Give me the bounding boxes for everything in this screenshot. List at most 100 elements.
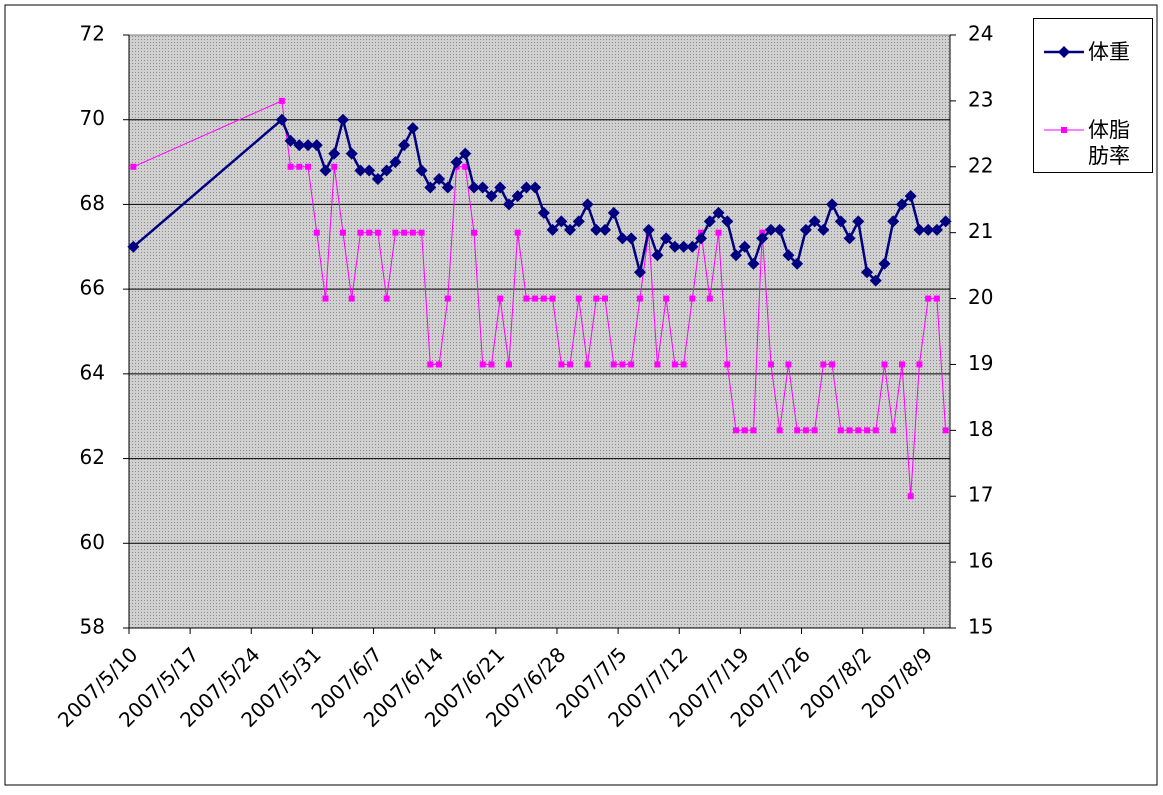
data-point: [354, 164, 367, 177]
data-point: [371, 173, 384, 186]
legend-marker: [1058, 46, 1070, 58]
y-tick-label: 64: [80, 360, 105, 384]
data-point: [689, 295, 696, 302]
data-point: [479, 361, 486, 368]
legend-label: 体脂肪率: [1088, 118, 1130, 168]
data-point: [916, 361, 923, 368]
data-point: [663, 295, 670, 302]
data-point: [424, 181, 437, 194]
data-point: [829, 361, 836, 368]
data-point: [922, 223, 935, 236]
data-point: [721, 215, 734, 228]
data-point: [907, 493, 914, 500]
data-point: [686, 240, 699, 253]
data-point: [584, 361, 591, 368]
data-point: [942, 427, 949, 434]
data-point: [904, 189, 917, 202]
data-point: [278, 97, 285, 104]
legend-swatch: [1044, 46, 1084, 58]
data-point: [782, 249, 795, 262]
data-point: [593, 295, 600, 302]
series: [127, 113, 952, 287]
data-point: [305, 163, 312, 170]
data-point: [505, 361, 512, 368]
data-point: [712, 206, 725, 219]
data-point: [409, 229, 416, 236]
data-point: [275, 113, 288, 126]
data-point: [348, 295, 355, 302]
data-point: [820, 361, 827, 368]
y2-tick-label: 17: [968, 483, 993, 507]
data-point: [799, 223, 812, 236]
data-point: [599, 223, 612, 236]
data-point: [555, 215, 568, 228]
y2-tick-label: 22: [968, 153, 993, 177]
data-point: [383, 295, 390, 302]
y-tick-label: 72: [80, 22, 105, 46]
y-tick-label: 70: [80, 106, 105, 130]
legend-marker: [1061, 127, 1067, 133]
data-point: [808, 215, 821, 228]
series: [130, 97, 949, 500]
data-point: [625, 232, 638, 245]
y-tick-label: 62: [80, 445, 105, 469]
data-point: [730, 249, 743, 262]
data-point: [406, 122, 419, 135]
data-point: [864, 427, 871, 434]
data-point: [750, 427, 757, 434]
y2-tick-label: 19: [968, 351, 993, 375]
data-point: [776, 427, 783, 434]
data-point: [459, 147, 472, 160]
data-point: [869, 274, 882, 287]
y-tick-label: 68: [80, 191, 105, 215]
data-point: [485, 189, 498, 202]
data-point: [791, 257, 804, 270]
y2-tick-label: 15: [968, 615, 993, 639]
data-point: [575, 295, 582, 302]
data-point: [331, 163, 338, 170]
y2-tick-label: 23: [968, 87, 993, 111]
data-point: [738, 240, 751, 253]
plot-area: [128, 34, 951, 629]
data-point: [703, 215, 716, 228]
data-point: [677, 240, 690, 253]
data-point: [130, 163, 137, 170]
data-point: [296, 163, 303, 170]
data-point: [567, 361, 574, 368]
data-point: [523, 295, 530, 302]
y2-tick-label: 20: [968, 285, 993, 309]
data-point: [602, 295, 609, 302]
series-line: [133, 100, 947, 497]
data-point: [462, 163, 469, 170]
data-point: [497, 295, 504, 302]
data-point: [846, 427, 853, 434]
data-point: [811, 427, 818, 434]
data-point: [357, 229, 364, 236]
data-point: [380, 164, 393, 177]
data-point: [887, 215, 900, 228]
data-point: [502, 198, 515, 211]
data-point: [322, 295, 329, 302]
data-point: [374, 229, 381, 236]
data-point: [925, 295, 932, 302]
data-point: [773, 223, 786, 236]
data-point: [284, 134, 297, 147]
data-point: [930, 223, 943, 236]
data-point: [616, 232, 629, 245]
data-point: [654, 361, 661, 368]
data-point: [127, 240, 140, 253]
data-point: [715, 229, 722, 236]
data-point: [724, 361, 731, 368]
data-point: [607, 206, 620, 219]
data-point: [511, 189, 524, 202]
y2-tick-label: 18: [968, 417, 993, 441]
data-point: [467, 181, 480, 194]
data-point: [642, 223, 655, 236]
data-point: [549, 295, 556, 302]
data-point: [733, 427, 740, 434]
data-point: [313, 229, 320, 236]
data-point: [287, 163, 294, 170]
data-point: [872, 427, 879, 434]
data-point: [398, 139, 411, 152]
data-point: [389, 156, 402, 169]
